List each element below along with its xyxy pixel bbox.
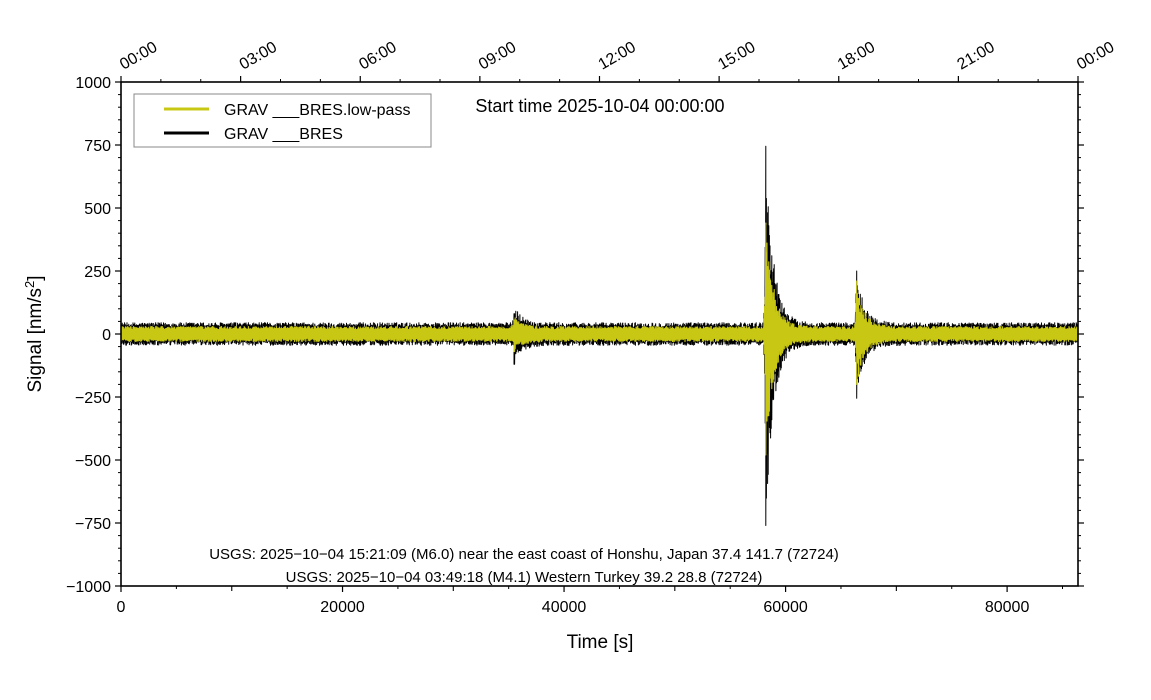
top-tick-label: 06:00: [356, 39, 399, 74]
legend-label-raw: GRAV ___BRES: [224, 126, 343, 143]
x-tick-label: 0: [117, 599, 126, 616]
top-tick-label: 00:00: [1074, 39, 1117, 74]
plot-frame: [120, 81, 1079, 587]
chart-title: Start time 2025-10-04 00:00:00: [475, 96, 724, 116]
top-tick-label: 09:00: [476, 39, 519, 74]
top-tick-label: 15:00: [715, 39, 758, 74]
legend: GRAV ___BRES.low-pass GRAV ___BRES: [133, 93, 432, 148]
top-tick-label: 03:00: [237, 39, 280, 74]
x-tick-label: 60000: [763, 599, 808, 616]
y-tick-label: −250: [75, 390, 111, 407]
annotation-turkey: USGS: 2025−10−04 03:49:18 (M4.1) Western…: [286, 569, 763, 586]
x-axis-title: Time [s]: [567, 632, 634, 653]
y-tick-label: −1000: [66, 579, 111, 596]
legend-label-lowpass: GRAV ___BRES.low-pass: [224, 102, 410, 119]
series-line-lowpass: [120, 222, 1079, 456]
y-tick-label: 0: [102, 327, 111, 344]
legend-box: [133, 93, 432, 148]
y-axis-title-sup: 2: [22, 281, 37, 288]
top-tick-label: 12:00: [596, 39, 639, 74]
top-tick-label: 21:00: [955, 39, 998, 74]
y-tick-label: −500: [75, 453, 111, 470]
y-axis-title-close: ]: [25, 275, 46, 280]
annotation-honshu: USGS: 2025−10−04 15:21:09 (M6.0) near th…: [209, 546, 839, 563]
x-tick-label: 80000: [985, 599, 1030, 616]
y-tick-label: 750: [84, 138, 111, 155]
y-tick-label: 1000: [75, 75, 111, 92]
top-tick-label: 00:00: [117, 39, 160, 74]
y-axis-title: Signal [nm/s2]: [22, 275, 46, 392]
y-tick-label: −750: [75, 516, 111, 533]
y-tick-label: 500: [84, 201, 111, 218]
x-tick-label: 20000: [320, 599, 365, 616]
x-tick-label: 40000: [542, 599, 587, 616]
top-tick-label: 18:00: [835, 39, 878, 74]
y-tick-label: 250: [84, 264, 111, 281]
y-axis-title-main: Signal [nm/s: [25, 288, 46, 393]
series-layer: [120, 145, 1079, 526]
